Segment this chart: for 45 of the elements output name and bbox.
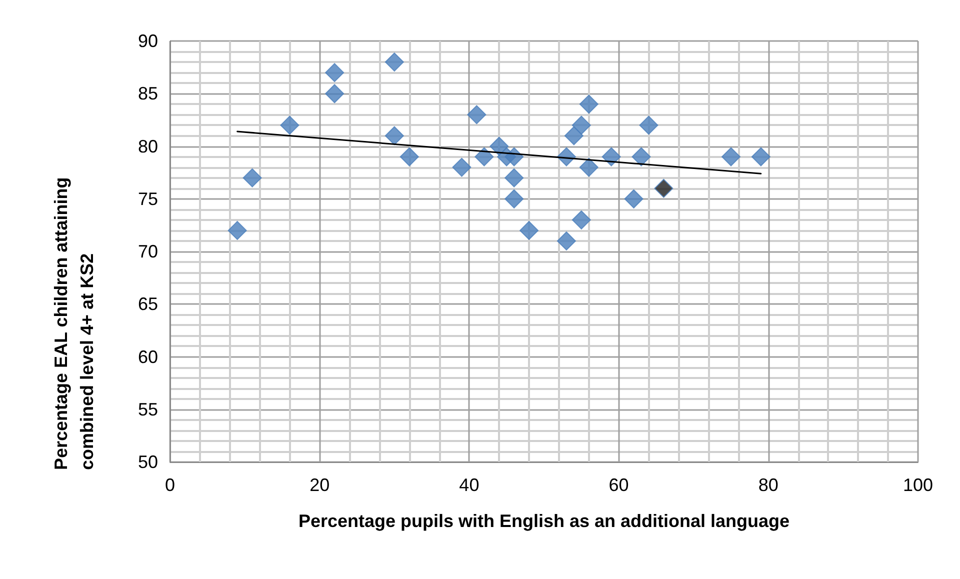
point: [384, 52, 404, 72]
point: [751, 147, 770, 166]
y-tick-label: 65: [138, 294, 158, 314]
point: [579, 94, 598, 114]
point: [520, 220, 539, 240]
point: [452, 158, 472, 177]
point: [504, 189, 524, 208]
point: [722, 147, 740, 166]
y-tick-label: 70: [138, 242, 158, 262]
point: [400, 147, 419, 166]
y-tick-label: 85: [138, 84, 158, 104]
point: [602, 147, 621, 166]
point: [579, 158, 598, 177]
x-tick-label: 80: [758, 475, 778, 495]
x-tick-label: 100: [902, 475, 934, 495]
point: [572, 116, 591, 135]
point: [504, 168, 524, 188]
point: [654, 178, 674, 198]
point: [639, 116, 658, 135]
x-tick-label: 0: [164, 475, 176, 495]
point: [564, 126, 584, 146]
point: [572, 210, 591, 230]
y-tick-label: 90: [138, 31, 158, 51]
point: [474, 147, 494, 166]
point: [325, 63, 344, 82]
point: [624, 189, 644, 208]
y-tick-label: 60: [138, 346, 158, 367]
point: [467, 105, 486, 124]
y-tick-label: 55: [138, 399, 158, 420]
y-tick-label: 50: [138, 452, 158, 472]
x-tick-label: 40: [459, 475, 480, 495]
point: [632, 147, 651, 166]
y-tick-label: 75: [138, 188, 158, 209]
point: [242, 168, 262, 188]
point: [556, 231, 576, 250]
point: [325, 84, 344, 104]
point: [490, 136, 509, 156]
x-tick-label: 60: [608, 475, 629, 495]
y-axis-title: Percentage EAL children attaining combined level 4+ at KS2: [51, 172, 97, 470]
x-axis-title: Percentage pupils with English as an additional language: [298, 511, 790, 531]
point: [228, 220, 247, 240]
x-tick-label: 20: [310, 475, 330, 495]
point: [280, 116, 300, 135]
point: [384, 126, 404, 146]
y-tick-label: 80: [138, 136, 158, 156]
